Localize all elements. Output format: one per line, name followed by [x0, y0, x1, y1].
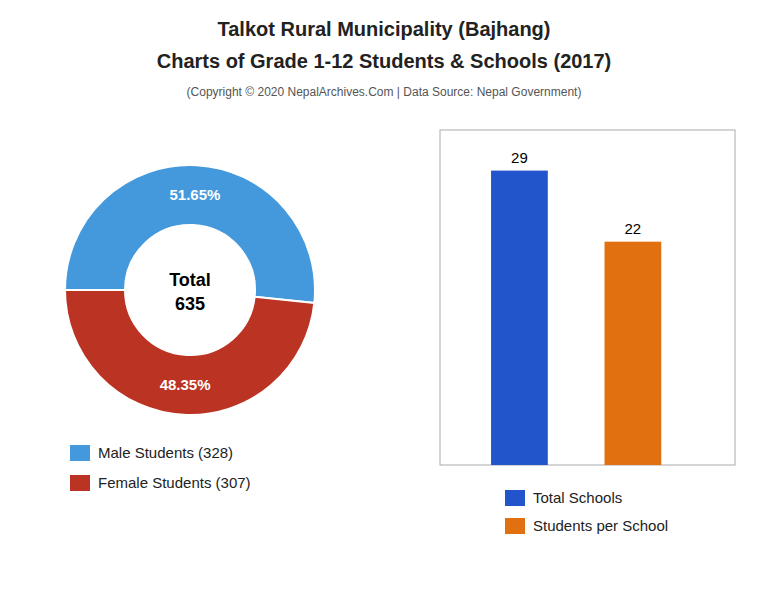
bar-marks — [491, 171, 661, 465]
bar — [605, 242, 662, 465]
center-text: Total — [169, 270, 211, 290]
donut-chart: 51.65% 48.35% Total 635 Male Students (328) F… — [65, 165, 315, 491]
data-label: 51.65% — [169, 186, 220, 203]
data-label: 29 — [511, 149, 528, 166]
data-label: 48.35% — [160, 376, 211, 393]
chart-root: Talkot Rural Municipality (Bajhang) Chart… — [0, 0, 768, 597]
legend-label: Total Schools — [533, 489, 622, 506]
legend-label: Male Students (328) — [98, 444, 233, 461]
bar — [491, 171, 548, 465]
legend: Total Schools Students per School — [505, 489, 668, 534]
legend: Male Students (328) Female Students (307) — [70, 444, 251, 491]
legend-swatch — [505, 518, 525, 534]
plot-frame — [440, 130, 735, 465]
subtitle: Charts of Grade 1-12 Students & Schools … — [157, 50, 612, 72]
bar-chart: 29 22 Total Schools Students per School — [440, 130, 735, 534]
center-text: 635 — [175, 294, 205, 314]
background — [0, 0, 768, 597]
legend-label: Students per School — [533, 517, 668, 534]
legend-swatch — [70, 475, 90, 491]
legend-swatch — [70, 445, 90, 461]
title: Talkot Rural Municipality (Bajhang) — [218, 18, 551, 40]
annotation: (Copyright © 2020 NepalArchives.Com | Da… — [187, 85, 582, 99]
legend-label: Female Students (307) — [98, 474, 251, 491]
donut-slice — [65, 165, 315, 303]
data-label: 22 — [625, 220, 642, 237]
legend-swatch — [505, 490, 525, 506]
donut-slice — [65, 290, 314, 415]
